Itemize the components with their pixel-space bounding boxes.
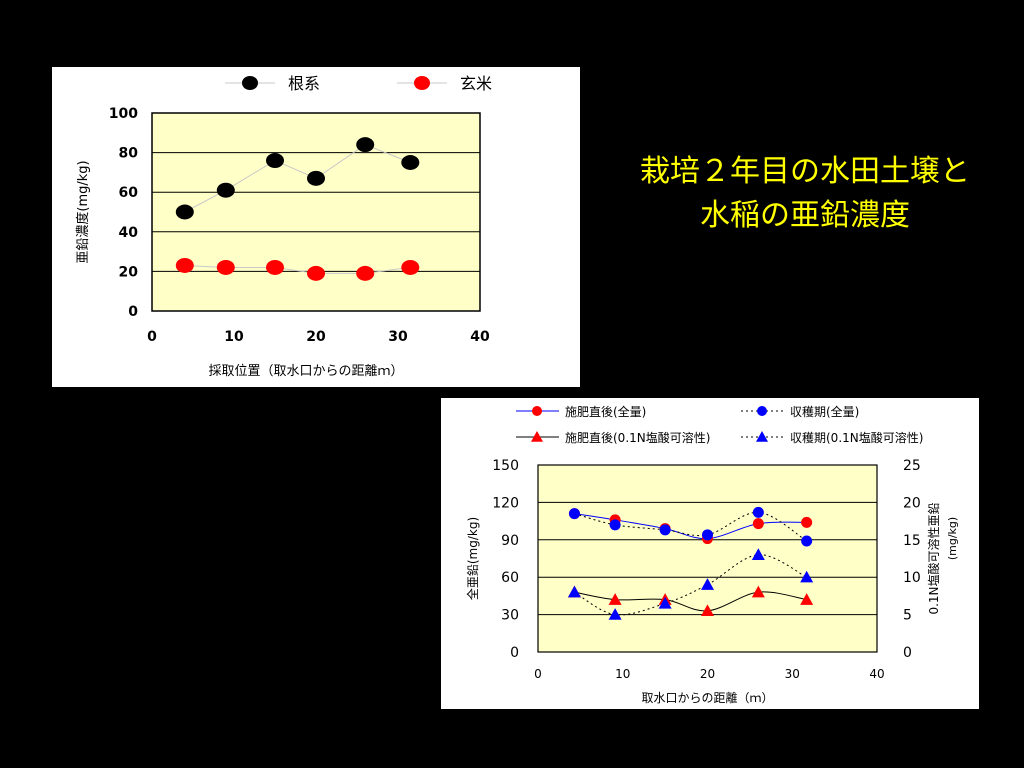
chart1-point xyxy=(356,265,375,281)
chart2-circle-point xyxy=(801,535,813,547)
chart2-triangle-point xyxy=(751,585,765,598)
chart2-circle-point xyxy=(609,519,621,531)
chart2-y2-tick-label: 15 xyxy=(903,533,921,549)
chart1-legend-marker xyxy=(414,76,430,90)
chart1-legend-label: 玄米 xyxy=(460,74,492,93)
chart2-y2-tick-label: 5 xyxy=(903,608,912,624)
chart1-point xyxy=(266,259,284,275)
chart1-y-tick-label: 0 xyxy=(128,304,138,320)
chart1-y-axis-label: 亜鉛濃度(mg/kg) xyxy=(75,160,91,263)
chart2-y-tick-label: 60 xyxy=(501,570,519,586)
chart2-y2-tick-label: 20 xyxy=(903,495,921,511)
chart1-x-tick-label: 0 xyxy=(147,329,157,345)
chart2-x-tick-label: 40 xyxy=(869,667,884,681)
chart2-legend-label: 収穫期(0.1N塩酸可溶性) xyxy=(790,430,923,445)
chart2-y2-axis-label: 0.1N塩酸可溶性亜鉛 xyxy=(926,502,941,614)
chart1-y-tick-label: 40 xyxy=(119,225,139,241)
chart2-x-tick-label: 10 xyxy=(615,667,630,681)
chart2-circle-point xyxy=(801,516,813,528)
chart2-x-tick-label: 20 xyxy=(700,667,715,681)
chart2-x-tick-label: 30 xyxy=(785,667,800,681)
chart1-y-tick-label: 80 xyxy=(119,146,139,162)
chart1-point xyxy=(266,153,284,169)
chart1-point xyxy=(216,259,235,275)
chart2-triangle-point xyxy=(800,570,814,583)
chart2-legend-marker xyxy=(531,431,543,442)
chart2-y-axis-label: 全亜鉛(mg/kg) xyxy=(465,517,480,600)
chart1-y-tick-label: 60 xyxy=(119,185,139,201)
chart2-y-tick-label: 30 xyxy=(501,608,519,624)
chart2-triangle-point xyxy=(701,604,714,617)
slide-title: 栽培２年目の水田土壌と 水稲の亜鉛濃度 xyxy=(600,150,1010,238)
chart1-point xyxy=(307,265,325,281)
chart2-triangle-point xyxy=(608,593,622,605)
chart2-legend-marker xyxy=(756,431,768,442)
fertilization-harvest-zinc-chart-svg: 施肥直後(全量) 収穫期(全量) 施肥直後(0.1N塩酸可溶性) 収穫期(0.1N塩酸… xyxy=(465,404,959,705)
chart1-x-tick-label: 10 xyxy=(224,329,244,345)
chart2-y2-tick-label: 10 xyxy=(903,570,921,586)
chart1-point xyxy=(175,257,194,273)
chart1-point xyxy=(401,259,420,275)
slide-title-line-2: 水稲の亜鉛濃度 xyxy=(700,198,910,233)
chart2-y-tick-label: 0 xyxy=(510,645,519,661)
chart1-point xyxy=(307,170,325,186)
chart2-y2-axis-unit: (mg/kg) xyxy=(946,517,959,560)
chart2-circle-point xyxy=(568,508,580,520)
chart1-y-tick-label: 20 xyxy=(119,264,139,280)
chart2-plot-area xyxy=(537,464,878,653)
chart2-legend-marker xyxy=(757,406,767,416)
chart2-series-line xyxy=(574,591,807,612)
chart1-x-tick-label: 40 xyxy=(470,329,490,345)
root-grain-zinc-chart-svg: 根系 玄米 0 20 40 60 80 100 0 10 20 30 40 亜鉛濃度(mg/kg) 採… xyxy=(75,74,492,379)
chart2-y2-tick-label: 0 xyxy=(903,645,912,661)
chart2-x-tick-label: 0 xyxy=(534,667,542,681)
chart1-x-tick-label: 30 xyxy=(388,329,408,345)
chart2-triangle-point xyxy=(608,608,622,620)
chart2-y-tick-label: 120 xyxy=(492,495,519,511)
fertilization-harvest-zinc-chart: 施肥直後(全量) 収穫期(全量) 施肥直後(0.1N塩酸可溶性) 収穫期(0.1N塩酸… xyxy=(441,398,979,709)
chart1-point xyxy=(216,182,235,198)
chart2-y2-tick-label: 25 xyxy=(903,458,921,474)
chart1-y-tick-label: 100 xyxy=(109,106,138,122)
chart2-circle-point xyxy=(752,518,764,530)
chart1-point xyxy=(356,137,375,153)
slide-title-line-1: 栽培２年目の水田土壌と xyxy=(640,154,970,189)
chart2-circle-point xyxy=(752,506,764,518)
chart1-x-tick-label: 20 xyxy=(306,329,326,345)
chart1-legend-marker xyxy=(242,76,258,90)
root-grain-zinc-chart: 根系 玄米 0 20 40 60 80 100 0 10 20 30 40 亜鉛濃度(mg/kg) 採… xyxy=(52,67,580,387)
chart2-legend-marker xyxy=(532,406,542,416)
chart1-x-axis-label: 採取位置（取水口からの距離ｍ） xyxy=(208,364,403,379)
chart2-x-axis-label: 取水口からの距離（ｍ） xyxy=(641,691,773,705)
chart2-triangle-point xyxy=(701,578,714,590)
chart1-legend-label: 根系 xyxy=(288,74,320,93)
chart2-triangle-point xyxy=(658,596,672,609)
chart1-plot-area xyxy=(151,112,481,312)
chart2-legend-label: 施肥直後(全量) xyxy=(565,404,646,419)
chart2-circle-point xyxy=(659,524,671,536)
chart2-circle-point xyxy=(702,529,713,541)
chart2-triangle-point xyxy=(567,585,581,598)
chart2-y-tick-label: 90 xyxy=(501,533,519,549)
chart2-series-line xyxy=(574,554,807,616)
chart2-triangle-point xyxy=(751,548,765,560)
chart2-legend-label: 施肥直後(0.1N塩酸可溶性) xyxy=(565,430,710,445)
chart1-point xyxy=(401,155,420,170)
chart2-y-tick-label: 150 xyxy=(492,458,519,474)
chart1-point xyxy=(175,204,194,220)
chart2-triangle-point xyxy=(800,593,814,605)
chart2-legend-label: 収穫期(全量) xyxy=(790,404,859,419)
